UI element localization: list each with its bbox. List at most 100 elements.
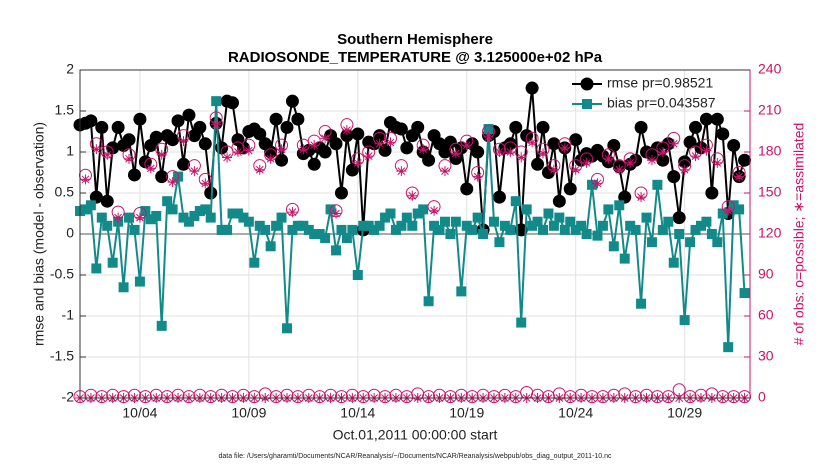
rmse-point <box>269 112 283 126</box>
assimilated-obs-point <box>189 166 200 177</box>
assimilated-obs-point <box>80 174 91 185</box>
bias-point <box>488 216 499 227</box>
rmse-point <box>531 157 545 171</box>
bias-point <box>565 216 576 227</box>
bias-point <box>151 210 162 221</box>
bias-point <box>292 220 303 231</box>
y-tick-label: 0.5 <box>55 184 75 200</box>
assimilated-obs-point <box>156 149 167 160</box>
rmse-point <box>155 170 169 184</box>
bias-point <box>663 216 674 227</box>
rmse-point <box>95 120 109 134</box>
bias-point <box>592 230 603 241</box>
rmse-point <box>705 186 719 200</box>
assimilated-obs-point <box>516 152 527 163</box>
bias-point <box>543 208 554 219</box>
rmse-point <box>198 137 212 151</box>
bias-point <box>243 216 254 227</box>
rmse-point <box>738 153 752 167</box>
rmse-point <box>329 137 343 151</box>
rmse-point <box>351 127 365 141</box>
rmse-point <box>492 190 506 204</box>
bias-point <box>129 224 140 235</box>
y-tick-label: -2 <box>62 389 75 405</box>
bias-point <box>222 224 233 235</box>
assimilated-obs-point <box>374 138 385 149</box>
rmse-point <box>280 120 294 134</box>
assimilated-obs-point <box>461 140 472 151</box>
bias-point <box>614 200 625 211</box>
rmse-point <box>291 112 305 126</box>
bias-point <box>619 253 630 264</box>
bias-point <box>178 212 189 223</box>
rmse-point <box>318 145 332 159</box>
bias-point <box>173 171 184 182</box>
bias-point <box>723 342 734 353</box>
y-tick-label: 0 <box>66 225 74 241</box>
bias-point <box>401 212 412 223</box>
bias-point <box>380 212 391 223</box>
assimilated-obs-point <box>363 151 374 162</box>
rmse-point <box>563 182 577 196</box>
x-tick-label: 10/09 <box>231 405 266 421</box>
assimilated-obs-point <box>614 164 625 175</box>
assimilated-obs-point <box>570 164 581 175</box>
bias-point <box>701 216 712 227</box>
bias-point <box>254 220 265 231</box>
bias-point <box>587 179 598 190</box>
bias-point <box>548 220 559 231</box>
bias-point <box>331 245 342 256</box>
bias-point <box>320 233 331 244</box>
assimilated-obs-point <box>200 178 211 189</box>
bias-point <box>216 224 227 235</box>
y-axis-label: rmse and bias (model - observation) <box>31 122 47 346</box>
bias-point <box>505 224 516 235</box>
bias-point <box>532 216 543 227</box>
bias-point <box>156 320 167 331</box>
assimilated-obs-point <box>581 157 592 168</box>
assimilated-obs-point <box>450 148 461 159</box>
bias-point <box>407 220 418 231</box>
rmse-point <box>111 120 125 134</box>
bias-point <box>211 96 222 107</box>
bias-point <box>347 224 358 235</box>
rmse-point <box>422 153 436 167</box>
x-tick-label: 10/24 <box>558 405 593 421</box>
legend-marker <box>582 99 592 109</box>
rmse-point <box>166 133 180 147</box>
assimilated-obs-point <box>548 164 559 175</box>
y2-tick-label: 120 <box>758 225 782 241</box>
assimilated-obs-point <box>320 133 331 144</box>
assimilated-obs-point <box>232 147 243 157</box>
assimilated-obs-point <box>407 190 418 201</box>
bias-point <box>102 220 113 231</box>
bias-point <box>396 220 407 231</box>
rmse-point <box>525 81 539 95</box>
bias-point <box>674 229 685 239</box>
assimilated-obs-point <box>396 166 407 177</box>
rmse-point <box>345 163 359 177</box>
rmse-point <box>182 108 196 122</box>
bias-point <box>276 212 287 223</box>
assimilated-obs-point <box>418 144 429 155</box>
y-tick-label: -0.5 <box>50 266 74 282</box>
assimilated-obs-point <box>712 157 723 168</box>
rmse-point <box>689 120 703 134</box>
bias-point <box>80 204 91 215</box>
assimilated-obs-point <box>276 144 287 155</box>
bias-point <box>679 315 690 326</box>
y2-tick-label: 60 <box>758 307 774 323</box>
assimilated-obs-point <box>559 142 570 153</box>
assimilated-obs-point <box>439 166 450 177</box>
y2-axis-label: # of obs: o=possible; ∗=assimilated <box>791 123 807 346</box>
y2-tick-label: 210 <box>758 102 782 118</box>
assimilated-obs-point <box>287 207 298 218</box>
bias-point <box>85 200 96 211</box>
bias-point <box>205 212 216 223</box>
x-axis-label: Oct.01,2011 00:00:00 start <box>333 427 498 443</box>
bias-point <box>298 220 309 231</box>
rmse-point <box>471 145 485 159</box>
rmse-point <box>411 120 425 134</box>
bias-point <box>194 206 205 217</box>
